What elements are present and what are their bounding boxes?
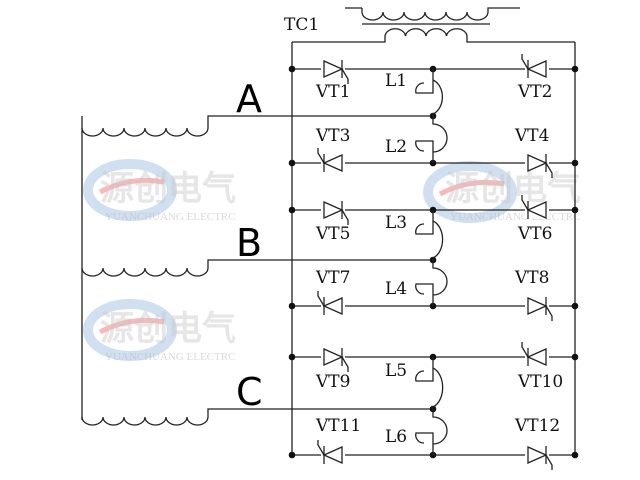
watermark-logo-icon (438, 179, 505, 197)
thyristor-triangle (323, 59, 344, 79)
thyristor-label: VT7 (315, 268, 350, 288)
watermark-logo-icon (423, 161, 517, 223)
watermark-text: YUANCHUANG ELECTRC (105, 211, 235, 223)
thyristor-label: VT12 (514, 416, 560, 436)
thyristor-icon (317, 440, 345, 465)
thyristor-icon (521, 195, 549, 220)
watermark-logo-icon (98, 317, 165, 335)
thyristor-icon (321, 347, 349, 372)
transformer-label: TC1 (284, 15, 319, 35)
watermark-text: 源创电气 (100, 169, 236, 209)
inductor-label: L4 (385, 279, 407, 299)
thyristor-gate (341, 209, 349, 225)
thyristor-gate (521, 54, 529, 70)
thyristor-triangle (322, 296, 343, 316)
transformer-secondary-winding (292, 28, 575, 43)
watermark-logo-icon (98, 177, 165, 195)
thyristor-gate (317, 291, 325, 307)
thyristor-label: VT3 (315, 126, 350, 146)
thyristor-triangle (322, 153, 343, 173)
watermark-text: 源创电气 (100, 309, 236, 349)
inductor-label: L1 (385, 71, 407, 91)
thyristor-gate (317, 440, 325, 456)
thyristor-icon (525, 445, 553, 470)
thyristor-triangle (527, 445, 548, 465)
junction-dot (571, 65, 579, 73)
thyristor-gate (341, 68, 349, 84)
inductor-coil (415, 69, 443, 116)
thyristor-label: VT10 (517, 372, 563, 392)
phase-a-winding (81, 115, 433, 137)
thyristor-icon (521, 342, 549, 367)
phase-label: B (236, 221, 262, 265)
thyristor-triangle (322, 445, 343, 465)
junction-dot (571, 159, 579, 167)
thyristor-triangle (527, 296, 548, 316)
phase-label: A (236, 77, 262, 121)
thyristor-label: VT5 (315, 224, 350, 244)
thyristor-label: VT9 (315, 372, 350, 392)
inductor-label: L6 (385, 427, 407, 447)
transformer-primary-winding (361, 7, 520, 21)
inductor-label: L2 (385, 137, 407, 157)
inductor-label: L5 (385, 361, 407, 381)
phase-c-winding (81, 408, 433, 426)
junction-dot (571, 302, 579, 310)
thyristor-label: VT8 (514, 268, 549, 288)
inductor-coil (415, 260, 448, 306)
thyristor-icon (525, 153, 553, 178)
thyristor-label: VT2 (517, 82, 552, 102)
thyristor-gate (545, 454, 553, 470)
junction-dot (288, 65, 296, 73)
thyristor-icon (317, 148, 345, 173)
thyristor-label: VT11 (315, 416, 361, 436)
watermark-logo-icon (83, 159, 177, 221)
inductor-coil (415, 210, 444, 260)
thyristor-triangle (527, 153, 548, 173)
junction-dot (288, 302, 296, 310)
phase-b-winding (81, 259, 433, 277)
thyristor-icon (521, 54, 549, 79)
junction-dot (571, 353, 579, 361)
thyristor-gate (521, 342, 529, 358)
thyristor-gate (521, 195, 529, 211)
thyristor-triangle (526, 200, 547, 220)
thyristor-triangle (526, 59, 547, 79)
thyristor-label: VT6 (517, 224, 552, 244)
thyristor-gate (545, 162, 553, 178)
junction-dot (571, 451, 579, 459)
thyristor-icon (317, 291, 345, 316)
junction-dot (571, 206, 579, 214)
junction-dot (288, 353, 296, 361)
thyristor-icon (321, 59, 349, 84)
thyristor-label: VT1 (315, 82, 350, 102)
thyristor-triangle (526, 347, 547, 367)
inductor-label: L3 (385, 213, 407, 233)
junction-dot (288, 206, 296, 214)
inductor-coil (415, 116, 448, 163)
thyristor-gate (341, 356, 349, 372)
junction-dot (288, 451, 296, 459)
watermark-text: YUANCHUANG ELECTRC (105, 351, 235, 363)
thyristor-icon (525, 296, 553, 321)
inductor-coil (415, 409, 448, 455)
thyristor-label: VT4 (514, 126, 549, 146)
thyristor-triangle (323, 347, 344, 367)
thyristor-icon (321, 200, 349, 225)
watermark-logo-icon (83, 299, 177, 361)
junction-dot (288, 159, 296, 167)
thyristor-gate (317, 148, 325, 164)
thyristor-triangle (323, 200, 344, 220)
thyristor-gate (545, 305, 553, 321)
watermark-text: 源创电气 (445, 169, 581, 209)
phase-label: C (236, 370, 263, 414)
inductor-coil (415, 357, 444, 409)
